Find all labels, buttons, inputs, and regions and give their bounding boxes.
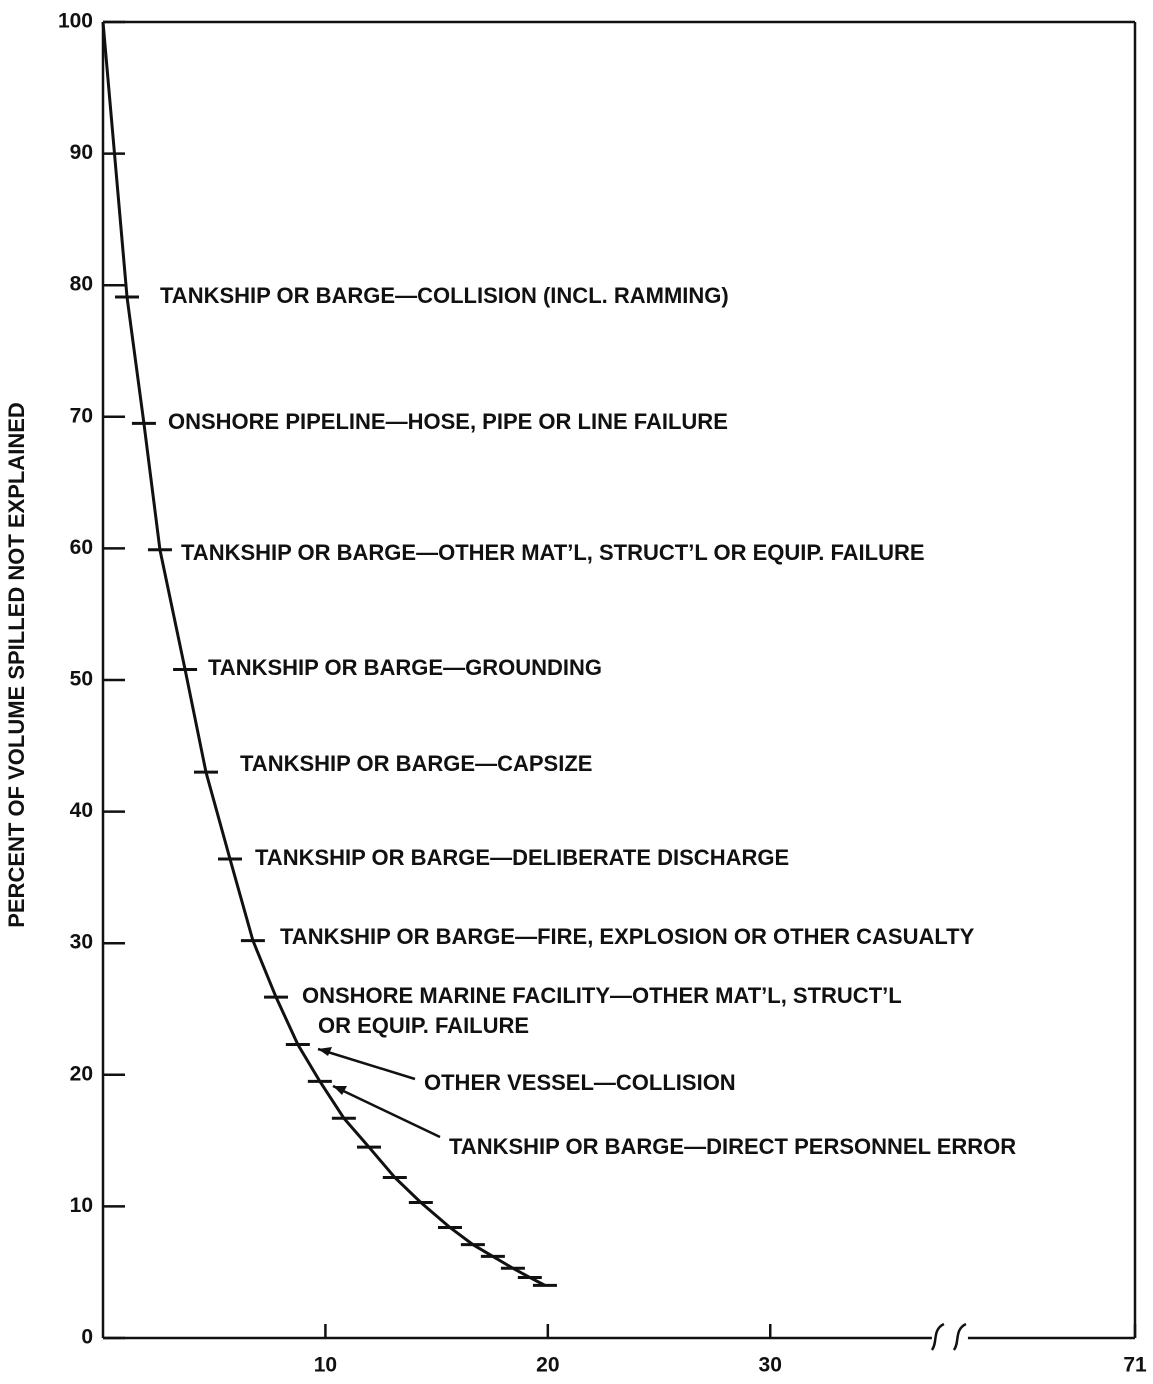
y-tick-label: 20 (70, 1062, 93, 1085)
annotation: TANKSHIP OR BARGE—OTHER MAT’L, STRUCT’L … (181, 540, 925, 565)
x-tick-label: 20 (536, 1354, 559, 1377)
y-axis-label: PERCENT OF VOLUME SPILLED NOT EXPLAINED (4, 402, 29, 928)
axis-break (930, 1322, 945, 1351)
y-tick-label: 0 (81, 1326, 93, 1349)
y-tick-label: 40 (70, 799, 93, 822)
annotation: TANKSHIP OR BARGE—COLLISION (INCL. RAMMI… (160, 283, 729, 308)
annotation: TANKSHIP OR BARGE—GROUNDING (208, 655, 602, 680)
y-tick-label: 80 (70, 273, 93, 296)
annotation: TANKSHIP OR BARGE—DELIBERATE DISCHARGE (255, 845, 789, 870)
curve (101, 21, 546, 1287)
y-tick-label: 90 (70, 141, 93, 164)
arrow (332, 1084, 441, 1139)
y-tick-label: 10 (70, 1194, 93, 1217)
y-tick-label: 50 (70, 668, 93, 691)
annotation: OR EQUIP. FAILURE (318, 1013, 529, 1038)
x-tick-label: 30 (759, 1354, 782, 1377)
axis-break (952, 1322, 967, 1351)
annotation: ONSHORE PIPELINE—HOSE, PIPE OR LINE FAIL… (168, 409, 728, 434)
y-tick-label: 100 (58, 10, 93, 33)
y-tick-label: 60 (70, 536, 93, 559)
annotation: OTHER VESSEL—COLLISION (424, 1070, 736, 1095)
annotation: TANKSHIP OR BARGE—DIRECT PERSONNEL ERROR (449, 1134, 1016, 1159)
annotation: TANKSHIP OR BARGE—FIRE, EXPLOSION OR OTH… (280, 924, 975, 949)
y-tick-label: 70 (70, 404, 93, 427)
annotation: TANKSHIP OR BARGE—CAPSIZE (240, 751, 592, 776)
annotation: ONSHORE MARINE FACILITY—OTHER MAT’L, STR… (302, 983, 902, 1008)
arrow-head (318, 1047, 332, 1056)
arrow-head (333, 1086, 347, 1095)
arrow (317, 1047, 416, 1081)
x-tick-label: 10 (314, 1354, 337, 1377)
y-tick-label: 30 (70, 931, 93, 954)
x-tick-label: 71 (1123, 1354, 1147, 1377)
